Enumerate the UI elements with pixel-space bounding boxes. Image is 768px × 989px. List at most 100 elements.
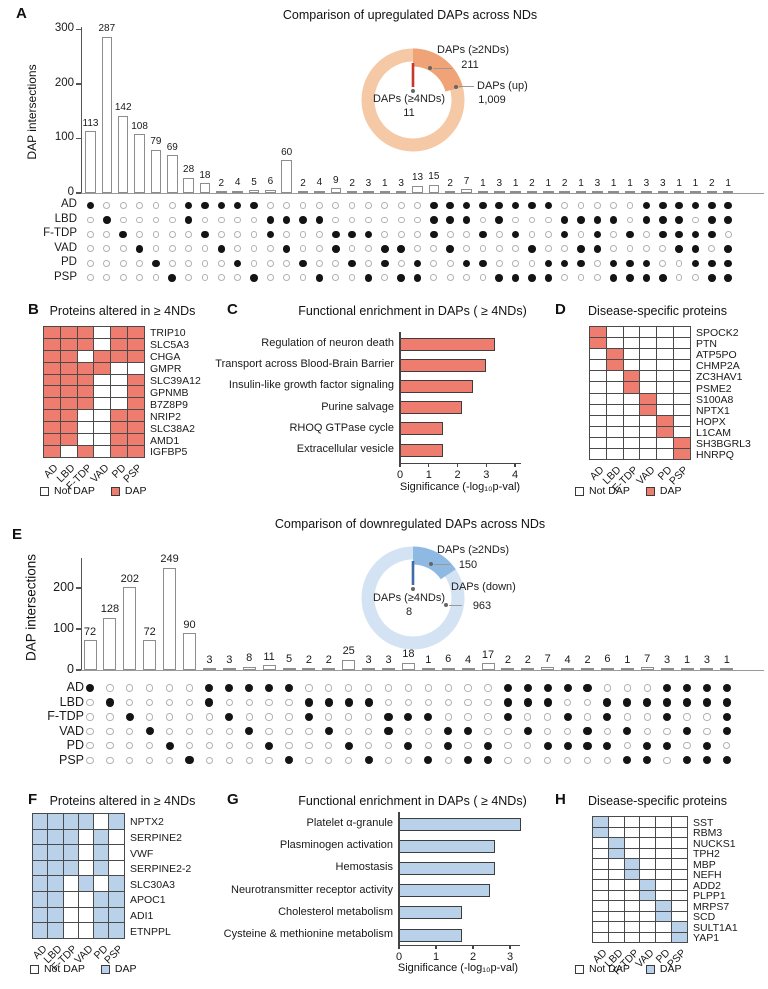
matrix-dot-filled xyxy=(658,273,667,282)
upset-bar-value: 1 xyxy=(578,177,584,189)
matrix-dot-filled xyxy=(413,273,422,282)
matrix-dot-empty xyxy=(692,216,699,224)
heatmap-cell-GMPR-PD xyxy=(111,362,127,374)
upset-bar-value: 2 xyxy=(529,177,535,189)
enrichment-category-label: Regulation of neuron death xyxy=(261,337,394,349)
matrix-dot-filled xyxy=(511,273,520,282)
matrix-dot-empty xyxy=(381,274,389,282)
matrix-dot-filled xyxy=(543,698,552,707)
protein-label: SLC39A12 xyxy=(150,375,201,388)
heatmap-cell-S100A8-LBD xyxy=(606,393,623,404)
upset-bar-value: 1 xyxy=(480,177,486,189)
heatmap-cell-B7Z8P9-F-TDP xyxy=(77,398,94,410)
matrix-dot-filled xyxy=(523,698,532,707)
upset-bar xyxy=(281,160,292,193)
upset-bar-value: 18 xyxy=(402,648,415,661)
heatmap-cell-SPOCK2-VAD xyxy=(640,327,657,338)
heatmap-cell-VWF-PSP xyxy=(109,845,124,860)
matrix-dot-empty xyxy=(675,259,683,267)
protein-label: APOC1 xyxy=(130,894,166,907)
matrix-dot-empty xyxy=(345,727,353,736)
matrix-dot-filled xyxy=(682,727,692,736)
matrix-dot-empty xyxy=(593,202,601,209)
protein-label: SERPINE2-2 xyxy=(130,863,192,876)
heatmap-cell-PTN-VAD xyxy=(640,338,657,349)
upset-bar-value: 2 xyxy=(305,653,312,666)
donut-e-total-label: DAPs (down) xyxy=(451,581,516,593)
upset-bar xyxy=(363,191,374,193)
panel-g-title: Functional enrichment in DAPs ( ≥ 4NDs) xyxy=(298,794,527,808)
matrix-dot-filled xyxy=(364,273,373,282)
heatmap-cell-SST-F-TDP xyxy=(624,817,640,827)
heatmap-cell-RBM3-F-TDP xyxy=(624,827,640,837)
heatmap-cell-TPH2-LBD xyxy=(608,848,624,858)
upset-bar xyxy=(346,191,358,193)
heatmap-cell-NPTX1-PD xyxy=(657,404,673,415)
set-row-label: LBD xyxy=(59,694,84,709)
x-tick-label: 1 xyxy=(425,469,432,481)
matrix-dot-filled xyxy=(691,245,700,253)
set-row-label: PD xyxy=(61,256,77,269)
matrix-dot-empty xyxy=(86,727,94,736)
heatmap-cell-CHMP2A-AD xyxy=(590,360,606,371)
upset-bar-value: 6 xyxy=(604,653,611,666)
upset-bar-value: 2 xyxy=(709,177,715,189)
not-dap-swatch xyxy=(575,964,584,974)
heatmap-grid xyxy=(589,326,691,461)
matrix-dot-empty xyxy=(245,742,253,750)
matrix-dot-empty xyxy=(325,742,333,750)
upset-bar xyxy=(117,115,129,193)
upset-bar xyxy=(202,668,216,670)
matrix-dot-empty xyxy=(364,727,373,736)
matrix-dot-filled xyxy=(560,216,569,224)
matrix-dot-empty xyxy=(345,684,353,692)
heatmap-cell-ETNPPL-LBD xyxy=(48,923,63,938)
matrix-dot-filled xyxy=(675,201,683,210)
heatmap-cell-SERPINE2-PD xyxy=(94,829,109,845)
matrix-dot-empty xyxy=(683,713,691,721)
heatmap-cell-NPTX2-LBD xyxy=(48,814,63,829)
matrix-dot-filled xyxy=(603,698,612,707)
enrichment-bar xyxy=(400,358,487,372)
matrix-dot-filled xyxy=(702,741,711,750)
matrix-dot-filled xyxy=(315,273,324,282)
heatmap-cell-ETNPPL-PD xyxy=(94,923,109,938)
matrix-dot-empty xyxy=(225,742,233,750)
heatmap-cell-PLPP1-AD xyxy=(593,890,608,900)
matrix-dot-empty xyxy=(168,202,176,209)
matrix-dot-filled xyxy=(495,201,504,210)
matrix-dot-filled xyxy=(205,698,214,707)
matrix-dot-filled xyxy=(583,683,592,693)
upset-bar-value: 18 xyxy=(199,169,211,181)
protein-label: NUCKS1 xyxy=(693,837,736,850)
matrix-dot-empty xyxy=(165,713,174,721)
heatmap-cell-MBP-F-TDP xyxy=(624,859,640,869)
matrix-dot-empty xyxy=(414,202,421,209)
heatmap-cell-YAP1-AD xyxy=(593,932,608,942)
matrix-dot-empty xyxy=(285,742,293,750)
heatmap-cell-NPTX1-AD xyxy=(590,404,606,415)
matrix-dot-empty xyxy=(430,245,438,253)
heatmap-cell-MRPS7-F-TDP xyxy=(624,901,640,911)
protein-label: IGFBP5 xyxy=(150,446,188,459)
heatmap-cell-SULT1A1-LBD xyxy=(608,922,624,932)
heatmap-cell-HOPX-LBD xyxy=(606,415,623,426)
matrix-dot-filled xyxy=(462,259,471,268)
matrix-dot-filled xyxy=(284,683,294,693)
matrix-dot-empty xyxy=(201,259,209,267)
heatmap-cell-NPTX2-PSP xyxy=(109,814,124,829)
enrichment-category-label: Plasminogen activation xyxy=(279,839,393,852)
upset-bar-value: 2 xyxy=(300,177,306,189)
matrix-dot-filled xyxy=(233,259,242,268)
matrix-dot-empty xyxy=(397,216,405,224)
leader-line xyxy=(434,563,450,565)
matrix-dot-filled xyxy=(543,741,552,750)
heatmap-cell-NPTX2-PD xyxy=(94,814,109,829)
heatmap-cell-NEFH-AD xyxy=(593,869,608,879)
matrix-dot-empty xyxy=(225,698,233,707)
x-tick-mark xyxy=(514,463,516,467)
matrix-dot-empty xyxy=(103,245,111,253)
matrix-dot-empty xyxy=(528,216,536,224)
matrix-dot-empty xyxy=(201,274,209,282)
leader-line xyxy=(449,604,462,606)
